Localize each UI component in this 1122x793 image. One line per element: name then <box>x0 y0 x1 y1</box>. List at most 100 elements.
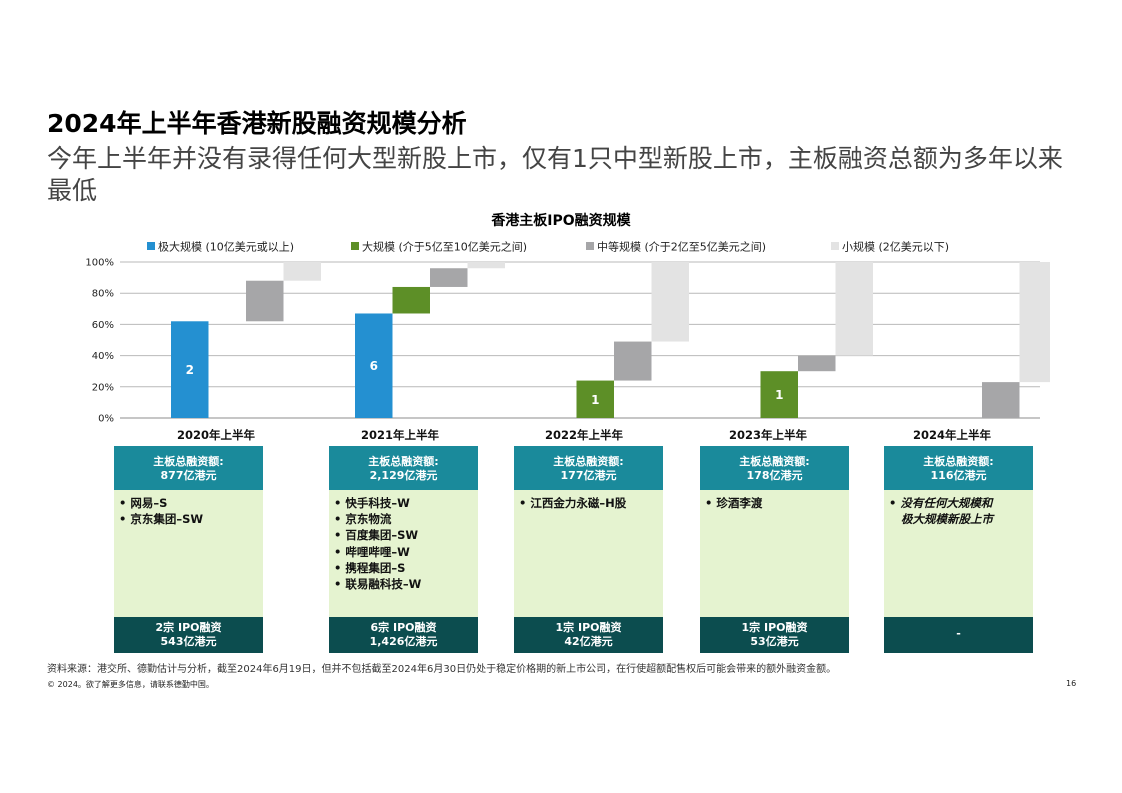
list-item: 极大规模新股上市 <box>889 512 994 527</box>
card-header: 主板总融资额: 2,129亿港元 <box>329 446 478 490</box>
year-card: 主板总融资额: 178亿港元 • 珍酒李渡 1宗 IPO融资 53亿港元 <box>700 446 849 653</box>
bar-segment <box>171 321 209 418</box>
card-footer: 1宗 IPO融资 53亿港元 <box>700 617 849 653</box>
ipo-amount: 42亿港元 <box>564 635 613 648</box>
y-tick-label: 100% <box>85 258 114 269</box>
card-header: 主板总融资额: 877亿港元 <box>114 446 263 490</box>
chart-title: 香港主板IPO融资规模 <box>491 213 631 229</box>
card-header: 主板总融资额: 178亿港元 <box>700 446 849 490</box>
company-list: • 江西金力永磁–H股 <box>514 490 663 511</box>
company-list: • 网易–S • 京东集团–SW <box>114 490 263 527</box>
card-header: 主板总融资额: 116亿港元 <box>884 446 1033 490</box>
y-tick-label: 80% <box>92 289 114 300</box>
source-note: 资料来源：港交所、德勤估计与分析，截至2024年6月19日，但并不包括截至202… <box>47 664 837 675</box>
ipo-count: - <box>956 627 961 640</box>
list-item: • 没有任何大规模和 <box>889 496 993 510</box>
ipo-count: 1宗 IPO融资 <box>741 621 808 634</box>
category-label: 2020年上半年 <box>177 428 256 442</box>
list-item: • 哔哩哔哩–W <box>334 544 410 559</box>
legend-swatch <box>831 242 839 250</box>
bar-segment <box>246 280 284 322</box>
legend-swatch <box>586 242 594 250</box>
category-label: 2024年上半年 <box>913 428 992 442</box>
page-number: 16 <box>1066 679 1077 688</box>
bar-segment <box>430 268 468 287</box>
category-label: 2023年上半年 <box>729 428 808 442</box>
legend-label: 小规模 (2亿美元以下) <box>842 240 949 254</box>
bar-segment <box>651 262 689 342</box>
company-list: • 珍酒李渡 <box>700 490 849 511</box>
ipo-count: 6宗 IPO融资 <box>370 621 437 634</box>
y-tick-label: 60% <box>92 320 114 331</box>
card-footer: 2宗 IPO融资 543亿港元 <box>114 617 263 653</box>
ipo-size-chart: 0% 20% 40% 60% 80% 100% 极大规模 (10亿美元或以上) 大规模 (介于… <box>85 240 1050 442</box>
total-label: 主板总融资额: <box>368 455 439 468</box>
list-item: • 京东物流 <box>334 512 392 527</box>
card-footer: 1宗 IPO融资 42亿港元 <box>514 617 663 653</box>
total-value: 177亿港元 <box>560 469 617 482</box>
list-item: • 快手科技–W <box>334 496 410 510</box>
list-item: • 携程集团–S <box>334 560 406 575</box>
category-label: 2021年上半年 <box>361 428 440 442</box>
list-item: • 网易–S <box>119 496 168 510</box>
data-label: 1 <box>775 388 783 402</box>
data-label: 1 <box>591 393 599 407</box>
ipo-count: 2宗 IPO融资 <box>155 621 222 634</box>
category-label: 2022年上半年 <box>545 428 624 442</box>
year-card: 主板总融资额: 877亿港元 • 网易–S • 京东集团–SW 2宗 IPO融资 543亿… <box>114 446 263 653</box>
card-footer: 6宗 IPO融资 1,426亿港元 <box>329 617 478 653</box>
card-footer: - <box>884 617 1033 653</box>
legend-label: 大规模 (介于5亿至10亿美元之间) <box>362 240 527 254</box>
card-body: • 快手科技–W • 京东物流 • 百度集团–SW • 哔哩哔哩–W • 携程集团–S •… <box>329 490 478 617</box>
page-title: 2024年上半年香港新股融资规模分析 <box>47 109 467 138</box>
y-tick-label: 40% <box>92 351 114 362</box>
total-label: 主板总融资额: <box>153 455 224 468</box>
bar-segment <box>355 313 393 418</box>
ipo-amount: 543亿港元 <box>160 635 217 648</box>
y-tick-label: 20% <box>92 382 114 393</box>
ipo-count: 1宗 IPO融资 <box>555 621 622 634</box>
total-value: 116亿港元 <box>930 469 987 482</box>
bar-segment <box>283 262 321 281</box>
list-item: • 联易融科技–W <box>334 577 422 592</box>
list-item: • 珍酒李渡 <box>705 496 763 510</box>
total-value: 178亿港元 <box>746 469 803 482</box>
total-value: 2,129亿港元 <box>369 469 438 482</box>
card-body: • 没有任何大规模和 极大规模新股上市 <box>884 490 1033 617</box>
card-body: • 网易–S • 京东集团–SW <box>114 490 263 617</box>
bar-segment <box>467 262 505 269</box>
bar-segment <box>835 262 873 356</box>
bar-segment <box>798 355 836 372</box>
card-header: 主板总融资额: 177亿港元 <box>514 446 663 490</box>
total-label: 主板总融资额: <box>553 455 624 468</box>
total-value: 877亿港元 <box>160 469 217 482</box>
bar-segment <box>1019 262 1050 383</box>
list-item: • 京东集团–SW <box>119 512 204 527</box>
bar-segment <box>576 380 614 418</box>
total-label: 主板总融资额: <box>923 455 994 468</box>
bar-segment <box>614 341 652 381</box>
year-card: 主板总融资额: 2,129亿港元 • 快手科技–W • 京东物流 • 百度集团–SW • … <box>329 446 478 653</box>
bar-segment <box>392 286 430 314</box>
legend-swatch <box>351 242 359 250</box>
card-body: • 江西金力永磁–H股 <box>514 490 663 617</box>
ipo-amount: 1,426亿港元 <box>369 635 438 648</box>
y-tick-label: 0% <box>98 414 114 425</box>
data-label: 6 <box>370 359 378 373</box>
bar-segment <box>982 382 1020 418</box>
ipo-amount: 53亿港元 <box>750 635 799 648</box>
year-card: 主板总融资额: 177亿港元 • 江西金力永磁–H股 1宗 IPO融资 42亿港元 <box>514 446 663 653</box>
year-card: 主板总融资额: 116亿港元 • 没有任何大规模和 极大规模新股上市 - <box>884 446 1033 653</box>
copyright-note: © 2024。欲了解更多信息，请联系德勤中国。 <box>47 680 214 689</box>
page-subtitle: 今年上半年并没有录得任何大型新股上市，仅有1只中型新股上市，主板融资总额为多年以… <box>47 144 1063 205</box>
list-item: • 江西金力永磁–H股 <box>519 496 627 510</box>
company-list: • 快手科技–W • 京东物流 • 百度集团–SW • 哔哩哔哩–W • 携程集团–S •… <box>329 490 478 592</box>
list-item: • 百度集团–SW <box>334 528 419 543</box>
total-label: 主板总融资额: <box>739 455 810 468</box>
bar-segment <box>760 371 798 418</box>
legend-label: 中等规模 (介于2亿至5亿美元之间) <box>597 240 766 254</box>
legend-label: 极大规模 (10亿美元或以上) <box>158 240 294 254</box>
legend-swatch <box>147 242 155 250</box>
data-label: 2 <box>186 363 194 377</box>
company-list: • 没有任何大规模和 极大规模新股上市 <box>884 490 1033 527</box>
